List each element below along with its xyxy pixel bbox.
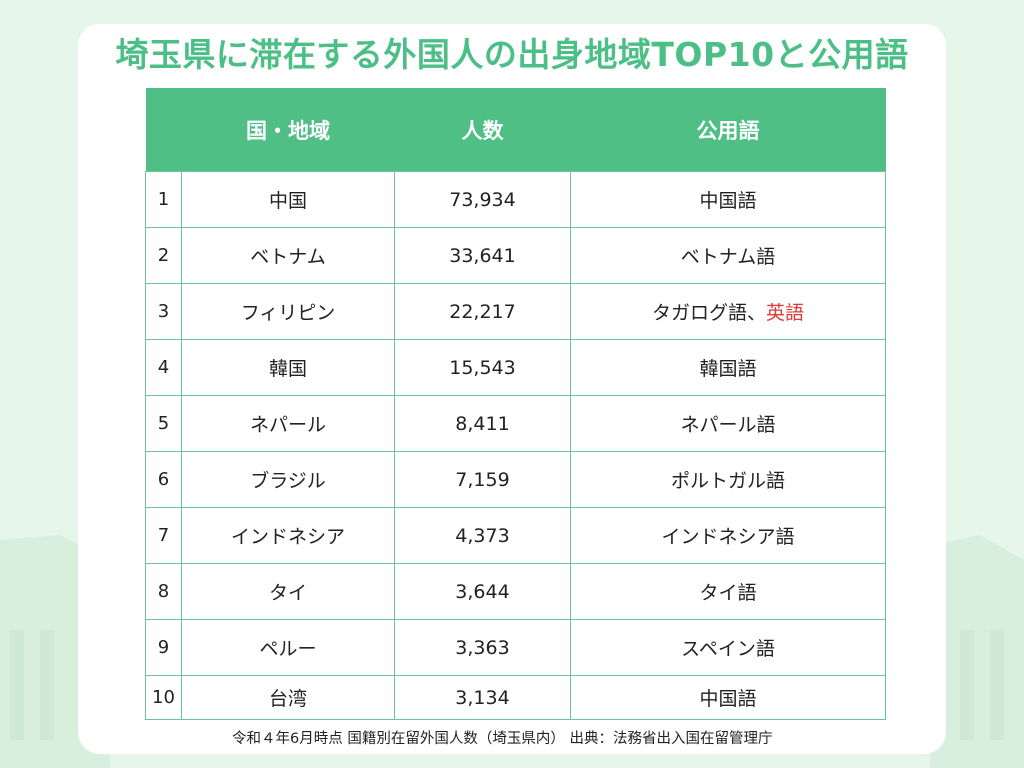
table-row: 4 韓国 15,543 韓国語 [145, 339, 886, 396]
country-cell: ベトナム [181, 227, 395, 284]
header-language: 公用語 [570, 88, 886, 172]
table-row: 7 インドネシア 4,373 インドネシア語 [145, 507, 886, 564]
rank-cell: 4 [145, 339, 182, 396]
language-secondary-highlight: 英語 [766, 302, 805, 324]
language-cell: ネパール語 [570, 395, 886, 452]
header-country: 国・地域 [181, 88, 395, 172]
population-cell: 8,411 [394, 395, 571, 452]
country-cell: 韓国 [181, 339, 395, 396]
language-primary: タガログ語、 [651, 302, 766, 324]
rank-cell: 9 [145, 619, 182, 676]
table-row: 8 タイ 3,644 タイ語 [145, 563, 886, 620]
rank-cell: 6 [145, 451, 182, 508]
country-cell: ペルー [181, 619, 395, 676]
rank-cell: 1 [145, 171, 182, 228]
language-cell: スペイン語 [570, 619, 886, 676]
table-row: 5 ネパール 8,411 ネパール語 [145, 395, 886, 452]
source-note: 令和４年6月時点 国籍別在留外国人数（埼玉県内） 出典：法務省出入国在留管理庁 [232, 731, 773, 747]
ranking-table: 国・地域 人数 公用語 1 中国 73,934 中国語 2 ベトナム 33,64… [145, 88, 886, 720]
table-row: 1 中国 73,934 中国語 [145, 171, 886, 228]
population-cell: 73,934 [394, 171, 571, 228]
table-row: 2 ベトナム 33,641 ベトナム語 [145, 227, 886, 284]
table-header-row: 国・地域 人数 公用語 [145, 88, 886, 172]
language-cell: 中国語 [570, 675, 886, 720]
rank-cell: 7 [145, 507, 182, 564]
population-cell: 22,217 [394, 283, 571, 340]
population-cell: 7,159 [394, 451, 571, 508]
country-cell: ネパール [181, 395, 395, 452]
rank-cell: 5 [145, 395, 182, 452]
country-cell: ブラジル [181, 451, 395, 508]
table-row: 9 ペルー 3,363 スペイン語 [145, 619, 886, 676]
table-row: 3 フィリピン 22,217 タガログ語、英語 [145, 283, 886, 340]
table-row: 10 台湾 3,134 中国語 [145, 675, 886, 720]
rank-cell: 10 [145, 675, 182, 720]
language-cell: インドネシア語 [570, 507, 886, 564]
country-cell: 中国 [181, 171, 395, 228]
rank-cell: 3 [145, 283, 182, 340]
language-cell: 韓国語 [570, 339, 886, 396]
table-row: 6 ブラジル 7,159 ポルトガル語 [145, 451, 886, 508]
page-title: 埼玉県に滞在する外国人の出身地域TOP10と公用語 [115, 35, 909, 74]
header-population: 人数 [394, 88, 571, 172]
country-cell: フィリピン [181, 283, 395, 340]
country-cell: タイ [181, 563, 395, 620]
language-cell: 中国語 [570, 171, 886, 228]
population-cell: 15,543 [394, 339, 571, 396]
population-cell: 3,134 [394, 675, 571, 720]
country-cell: インドネシア [181, 507, 395, 564]
country-cell: 台湾 [181, 675, 395, 720]
language-cell: タイ語 [570, 563, 886, 620]
population-cell: 3,363 [394, 619, 571, 676]
language-cell: タガログ語、英語 [570, 283, 886, 340]
rank-cell: 8 [145, 563, 182, 620]
rank-cell: 2 [145, 227, 182, 284]
language-cell: ベトナム語 [570, 227, 886, 284]
population-cell: 33,641 [394, 227, 571, 284]
language-cell: ポルトガル語 [570, 451, 886, 508]
header-rank [145, 88, 182, 172]
population-cell: 4,373 [394, 507, 571, 564]
population-cell: 3,644 [394, 563, 571, 620]
